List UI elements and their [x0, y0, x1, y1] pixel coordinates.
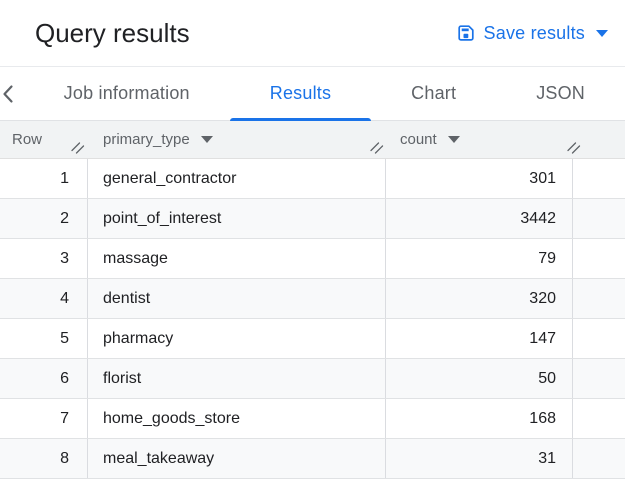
row-number-cell: 1 — [0, 159, 88, 198]
count-cell: 3442 — [386, 199, 573, 238]
column-header-row: Row — [0, 121, 88, 158]
results-tab-bar: Job information Results Chart JSON — [0, 67, 625, 121]
count-cell: 168 — [386, 399, 573, 438]
table-row: 4 dentist 320 — [0, 279, 625, 319]
column-label-count: count — [400, 131, 437, 148]
row-number-cell: 6 — [0, 359, 88, 398]
page-title: Query results — [35, 17, 190, 48]
table-row: 3 massage 79 — [0, 239, 625, 279]
empty-cell — [573, 199, 625, 238]
empty-cell — [573, 159, 625, 198]
row-number-cell: 5 — [0, 319, 88, 358]
empty-cell — [573, 399, 625, 438]
table-row: 1 general_contractor 301 — [0, 159, 625, 199]
column-header-count: count — [386, 121, 581, 158]
dropdown-caret-icon — [596, 29, 608, 37]
primary-type-cell: point_of_interest — [88, 199, 386, 238]
table-row: 8 meal_takeaway 31 — [0, 439, 625, 479]
save-icon — [457, 24, 475, 42]
primary-type-cell: meal_takeaway — [88, 439, 386, 478]
chevron-left-icon — [2, 84, 14, 104]
primary-type-cell: dentist — [88, 279, 386, 318]
tab-job-information[interactable]: Job information — [24, 67, 230, 120]
tab-results[interactable]: Results — [229, 67, 372, 121]
column-header-primary-type: primary_type — [88, 121, 386, 158]
count-cell: 50 — [386, 359, 573, 398]
empty-cell — [573, 359, 625, 398]
column-label-row: Row — [12, 131, 43, 148]
resize-handle-icon[interactable] — [70, 141, 85, 155]
query-results-header: Query results Save results — [0, 0, 625, 67]
table-row: 5 pharmacy 147 — [0, 319, 625, 359]
count-cell: 301 — [386, 159, 573, 198]
table-row: 6 florist 50 — [0, 359, 625, 399]
primary-type-cell: pharmacy — [88, 319, 386, 358]
save-results-label: Save results — [483, 22, 585, 43]
primary-type-cell: massage — [88, 239, 386, 278]
column-header-empty — [573, 121, 625, 158]
save-results-button[interactable]: Save results — [457, 23, 608, 44]
table-row: 2 point_of_interest 3442 — [0, 199, 625, 239]
empty-cell — [573, 239, 625, 278]
tab-list: Job information Results Chart JSON — [24, 67, 625, 121]
count-cell: 320 — [386, 279, 573, 318]
empty-cell — [573, 319, 625, 358]
column-menu-caret-icon[interactable] — [200, 136, 213, 143]
primary-type-cell: florist — [88, 359, 386, 398]
row-number-cell: 3 — [0, 239, 88, 278]
count-cell: 31 — [386, 439, 573, 478]
primary-type-cell: general_contractor — [88, 159, 386, 198]
tab-json[interactable]: JSON — [496, 67, 625, 120]
resize-handle-icon[interactable] — [566, 141, 581, 155]
row-number-cell: 2 — [0, 199, 88, 238]
row-number-cell: 8 — [0, 439, 88, 478]
table-header-row: Row primary_type count — [0, 121, 625, 159]
count-cell: 147 — [386, 319, 573, 358]
table-row: 7 home_goods_store 168 — [0, 399, 625, 439]
primary-type-cell: home_goods_store — [88, 399, 386, 438]
row-number-cell: 4 — [0, 279, 88, 318]
tab-chart[interactable]: Chart — [371, 67, 496, 120]
row-number-cell: 7 — [0, 399, 88, 438]
column-menu-caret-icon[interactable] — [447, 136, 460, 143]
scroll-tabs-left-button[interactable] — [0, 67, 16, 120]
resize-handle-icon[interactable] — [369, 141, 384, 155]
empty-cell — [573, 439, 625, 478]
empty-cell — [573, 279, 625, 318]
count-cell: 79 — [386, 239, 573, 278]
results-table: Row primary_type count — [0, 121, 625, 479]
column-label-primary-type: primary_type — [103, 131, 190, 148]
